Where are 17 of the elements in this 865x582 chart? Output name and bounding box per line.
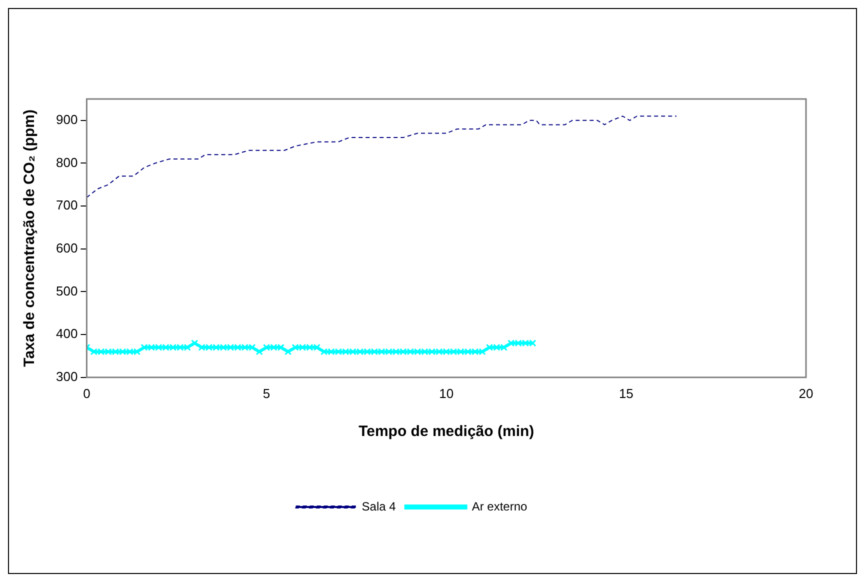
y-tick-label: 700: [56, 198, 78, 213]
x-tick-label: 0: [83, 386, 90, 401]
y-tick-label: 600: [56, 240, 78, 256]
x-tick-label: 10: [439, 386, 454, 401]
y-tick-label: 400: [56, 326, 78, 342]
y-tick-label: 300: [56, 368, 78, 384]
x-tick-label: 15: [618, 386, 634, 401]
legend-label: Sala 4: [362, 499, 396, 514]
legend-label: Ar externo: [472, 499, 528, 514]
y-tick-label: 800: [56, 154, 78, 170]
y-axis-title: Taxa de concentração de CO₂ (ppm): [21, 110, 38, 367]
x-tick-label: 5: [262, 386, 270, 401]
y-tick-label: 500: [56, 283, 78, 298]
x-tick-label: 20: [798, 386, 814, 401]
x-axis-title: Tempo de medição (min): [358, 423, 534, 440]
line-series: [86, 116, 678, 198]
y-tick-label: 900: [56, 112, 78, 127]
